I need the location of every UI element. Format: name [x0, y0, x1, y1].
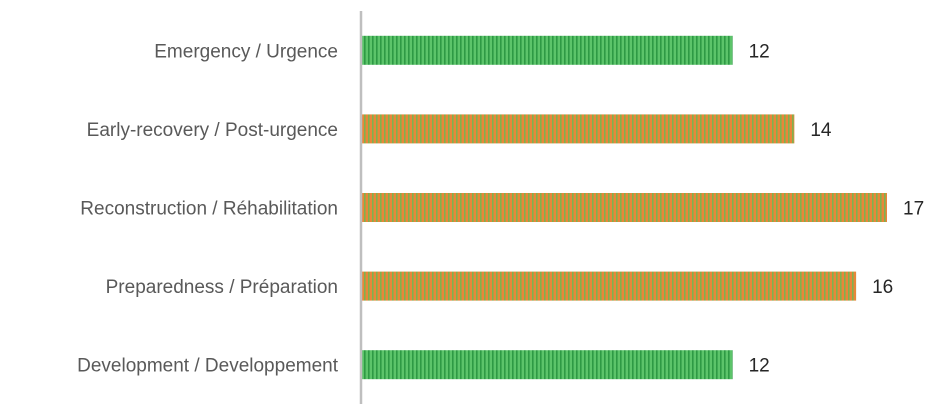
- bars-group: [362, 35, 887, 380]
- value-labels: 12 14 17 16 12: [749, 41, 925, 376]
- value-label-4: 16: [872, 277, 893, 298]
- bar-3: [362, 193, 887, 222]
- category-label-4: Preparedness / Préparation: [106, 277, 338, 298]
- value-label-2: 14: [810, 120, 832, 141]
- value-label-1: 12: [749, 41, 770, 62]
- bar-1: [362, 35, 733, 65]
- category-label-5: Development / Developpement: [77, 356, 339, 377]
- value-label-5: 12: [749, 356, 770, 377]
- bar-5: [362, 350, 733, 380]
- value-label-3: 17: [903, 199, 924, 220]
- category-label-1: Emergency / Urgence: [154, 41, 338, 62]
- category-labels: Emergency / Urgence Early-recovery / Post…: [77, 41, 339, 376]
- category-label-2: Early-recovery / Post-urgence: [87, 120, 338, 141]
- category-label-3: Reconstruction / Réhabilitation: [80, 199, 338, 220]
- bar-2: [362, 114, 795, 144]
- bar-4: [362, 271, 857, 301]
